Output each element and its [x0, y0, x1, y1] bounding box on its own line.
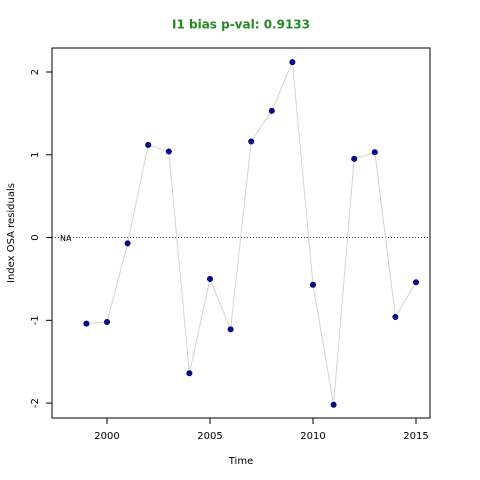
x-axis-label: Time — [228, 456, 253, 467]
y-axis-label: Index OSA residuals — [6, 183, 17, 283]
y-tick-label: -1 — [30, 315, 41, 325]
series-line — [86, 61, 417, 405]
annotation: NA — [60, 234, 72, 243]
y-tick-label: 0 — [30, 234, 41, 240]
point — [186, 370, 193, 377]
point — [165, 148, 172, 155]
point — [83, 320, 90, 327]
point — [351, 155, 358, 162]
point — [392, 314, 399, 321]
point — [330, 401, 337, 408]
x-tick-label: 2005 — [197, 431, 222, 442]
x-tick-label: 2000 — [94, 431, 119, 442]
point — [268, 107, 275, 114]
point — [145, 141, 152, 148]
y-tick-label: -2 — [30, 398, 41, 408]
y-tick-label: 1 — [30, 152, 41, 158]
point — [248, 138, 255, 145]
point — [412, 279, 419, 286]
point — [371, 149, 378, 156]
point — [104, 318, 111, 325]
point — [227, 326, 234, 333]
point — [124, 240, 131, 247]
x-tick-label: 2015 — [403, 431, 428, 442]
y-tick-label: 2 — [30, 69, 41, 75]
point — [206, 275, 213, 282]
point — [309, 281, 316, 288]
x-tick-label: 2010 — [300, 431, 325, 442]
point — [289, 59, 296, 66]
chart-title: I1 bias p-val: 0.9133 — [172, 18, 310, 32]
plot-frame — [51, 47, 431, 419]
